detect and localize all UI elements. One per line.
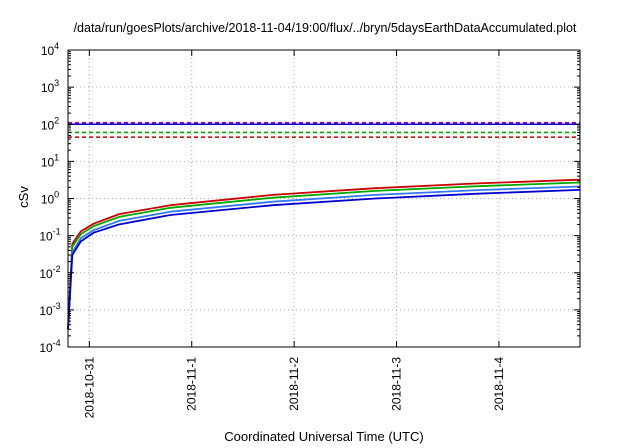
y-tick-label: 102 — [41, 115, 59, 132]
y-tick-exponent: 4 — [54, 41, 59, 51]
series-line — [67, 181, 581, 330]
y-tick-exponent: -3 — [53, 301, 61, 311]
y-tick-base: 10 — [39, 267, 53, 281]
y-tick-label: 104 — [41, 41, 59, 58]
threshold-lines — [68, 121, 580, 138]
y-tick-base: 10 — [41, 193, 55, 207]
x-axis-label: Coordinated Universal Time (UTC) — [224, 429, 423, 444]
series-line — [67, 178, 581, 330]
y-tick-exponent: -4 — [53, 338, 61, 348]
series-line — [67, 189, 581, 330]
x-tick-label: 2018-11-2 — [287, 357, 301, 411]
y-tick-exponent: 0 — [54, 190, 59, 200]
x-tick-label: 2018-11-3 — [390, 357, 404, 411]
y-tick-label: 10-2 — [39, 264, 60, 281]
y-tick-base: 10 — [39, 230, 53, 244]
y-tick-base: 10 — [41, 155, 55, 169]
series-line — [67, 185, 581, 330]
y-tick-exponent: 2 — [54, 115, 59, 125]
y-axis-label: cSv — [16, 186, 31, 208]
y-tick-label: 101 — [41, 152, 59, 169]
y-tick-exponent: -1 — [53, 227, 61, 237]
y-tick-label: 100 — [41, 190, 59, 207]
y-tick-base: 10 — [39, 304, 53, 318]
chart-title: /data/run/goesPlots/archive/2018-11-04/1… — [74, 21, 577, 35]
y-tick-base: 10 — [41, 118, 55, 132]
axis-ticks: 10-410-310-210-11001011021031042018-10-3… — [39, 41, 580, 418]
x-tick-label: 2018-11-4 — [492, 357, 506, 411]
y-tick-exponent: 1 — [54, 152, 59, 162]
y-tick-label: 10-3 — [39, 301, 60, 318]
y-tick-label: 103 — [41, 78, 59, 95]
series-lines — [67, 178, 581, 330]
y-tick-exponent: 3 — [54, 78, 59, 88]
x-tick-label: 2018-10-31 — [82, 357, 96, 419]
y-tick-base: 10 — [41, 81, 55, 95]
y-tick-exponent: -2 — [53, 264, 61, 274]
plot-frame — [67, 49, 581, 348]
y-tick-base: 10 — [39, 341, 53, 355]
y-tick-label: 10-1 — [39, 227, 60, 244]
y-tick-base: 10 — [41, 44, 55, 58]
y-tick-label: 10-4 — [39, 338, 60, 355]
x-tick-label: 2018-11-1 — [185, 357, 199, 411]
